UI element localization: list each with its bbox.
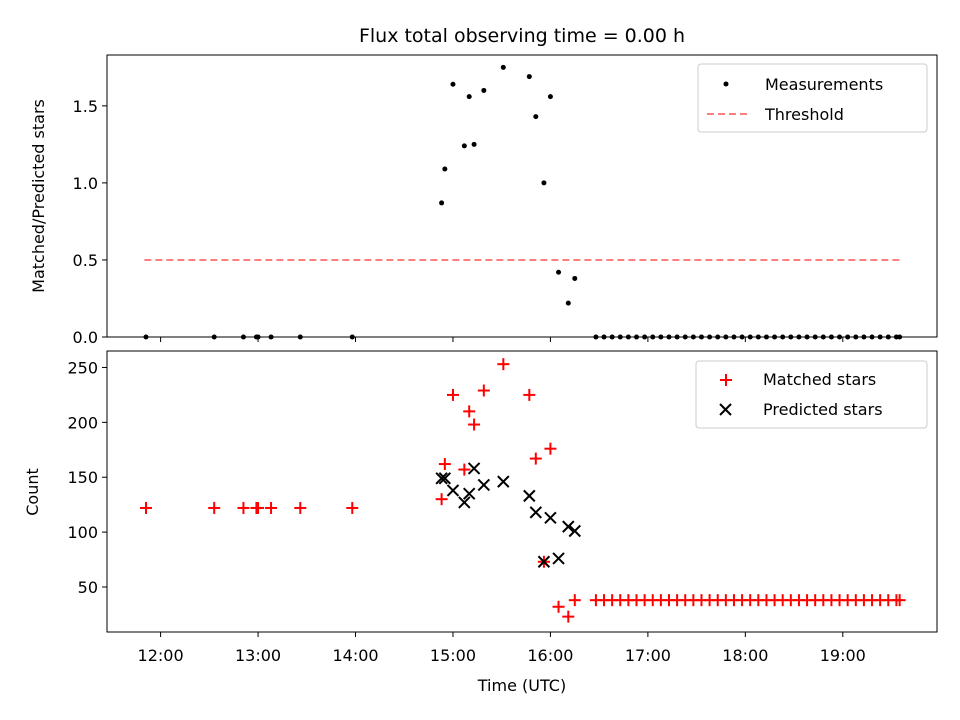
matched-star-point: [438, 458, 451, 471]
bottom-legend: Matched stars Predicted stars: [695, 360, 928, 429]
x-tick-label: 14:00: [332, 646, 378, 665]
matched-star-point: [552, 600, 565, 613]
measurement-point: [565, 300, 571, 306]
x-tick-label: 12:00: [138, 646, 184, 665]
legend-marker-predicted: [719, 403, 732, 416]
y-tick-label: 100: [67, 523, 98, 542]
measurement-point: [541, 180, 547, 186]
y-tick-label: 0.5: [73, 251, 98, 270]
predicted-star-point: [435, 472, 448, 485]
predicted-star-point: [523, 489, 536, 503]
matched-star-point: [468, 418, 481, 431]
y-tick-label: 150: [67, 468, 98, 487]
legend-label-measurements: Measurements: [765, 75, 883, 94]
y-tick-label: 250: [67, 358, 98, 377]
bottom-legend-box: [695, 360, 928, 429]
top-y-axis-label: Matched/Predicted stars: [29, 99, 48, 293]
measurement-point: [439, 200, 445, 206]
x-tick-label: 17:00: [625, 646, 671, 665]
top-axes-frame: [106, 54, 938, 338]
top-legend: Measurements Threshold: [697, 63, 928, 133]
predicted-star-point: [497, 475, 510, 488]
predicted-star-point: [463, 487, 476, 500]
matched-star-point: [497, 358, 510, 371]
y-tick-label: 200: [67, 413, 98, 432]
matched-star-point: [446, 388, 459, 401]
y-tick-label: 1.5: [73, 97, 98, 116]
predicted-star-point: [568, 524, 581, 538]
predicted-star-point: [477, 478, 491, 492]
measurement-point: [471, 141, 477, 147]
legend-marker-measurements: [723, 81, 729, 87]
matched-star-point: [529, 452, 542, 465]
matched-star-point: [568, 594, 581, 607]
predicted-star-point: [562, 520, 575, 533]
predicted-star-point: [544, 511, 557, 525]
x-tick-label: 13:00: [235, 646, 281, 665]
measurement-point: [547, 94, 553, 100]
x-tick-label: 16:00: [527, 646, 573, 665]
measurement-point: [461, 143, 467, 149]
x-axis-label: Time (UTC): [477, 676, 566, 695]
x-tick-label: 19:00: [820, 646, 866, 665]
chart-title: Flux total observing time = 0.00 h: [359, 25, 685, 47]
counts-panel: 50 100 150 200 250 12:00 13:00 14:00 15:00 16:00…: [23, 350, 938, 695]
matched-star-point: [346, 501, 359, 514]
matched-star-point: [237, 501, 250, 514]
predicted-star-point: [529, 506, 543, 519]
matched-star-points: [139, 358, 906, 623]
measurement-point: [481, 87, 487, 93]
predicted-star-point: [552, 552, 565, 565]
y-tick-label: 0.0: [73, 328, 98, 347]
predicted-star-point: [438, 472, 452, 485]
predicted-star-point: [458, 496, 471, 509]
measurement-point: [556, 269, 562, 275]
predicted-star-point: [446, 484, 460, 497]
legend-label-threshold: Threshold: [764, 105, 844, 124]
matched-star-point: [523, 388, 536, 401]
matched-star-point: [458, 463, 471, 476]
y-tick-label: 1.0: [73, 174, 98, 193]
matched-star-point: [265, 501, 278, 514]
measurement-point: [572, 275, 578, 281]
matched-star-point: [893, 594, 906, 607]
predicted-star-point: [537, 555, 551, 568]
matched-star-point: [477, 384, 490, 397]
matched-star-point: [463, 405, 476, 418]
predicted-star-points: [435, 462, 581, 568]
y-tick-label: 50: [78, 578, 98, 597]
matched-star-point: [252, 501, 265, 514]
top-y-ticks: 0.0 0.5 1.0 1.5: [73, 97, 107, 347]
measurement-point: [466, 94, 472, 100]
measurement-point: [533, 114, 539, 120]
bottom-x-ticks: 12:00 13:00 14:00 15:00 16:00 17:00 18:00 19:00: [138, 632, 866, 665]
matched-star-point: [562, 610, 575, 623]
matched-star-point: [544, 442, 557, 455]
matched-star-point: [294, 501, 307, 514]
measurement-point: [442, 166, 448, 172]
legend-label-matched: Matched stars: [763, 370, 876, 389]
predicted-star-point: [467, 462, 481, 475]
bottom-y-ticks: 50 100 150 200 250: [67, 358, 107, 597]
legend-label-predicted: Predicted stars: [763, 400, 883, 419]
top-legend-box: [697, 63, 928, 133]
x-tick-label: 18:00: [722, 646, 768, 665]
measurements-panel: Flux total observing time = 0.00 h 0.00.…: [29, 25, 938, 347]
legend-marker-matched: [720, 374, 732, 386]
measurement-point: [526, 74, 532, 80]
bottom-y-axis-label: Count: [23, 468, 42, 516]
measurement-point: [450, 81, 456, 87]
measurement-point: [500, 64, 506, 70]
matched-star-point: [139, 501, 152, 514]
bottom-axes-frame: [106, 350, 938, 633]
x-tick-label: 15:00: [430, 646, 476, 665]
matched-star-point: [435, 493, 448, 506]
matched-star-point: [208, 501, 221, 514]
